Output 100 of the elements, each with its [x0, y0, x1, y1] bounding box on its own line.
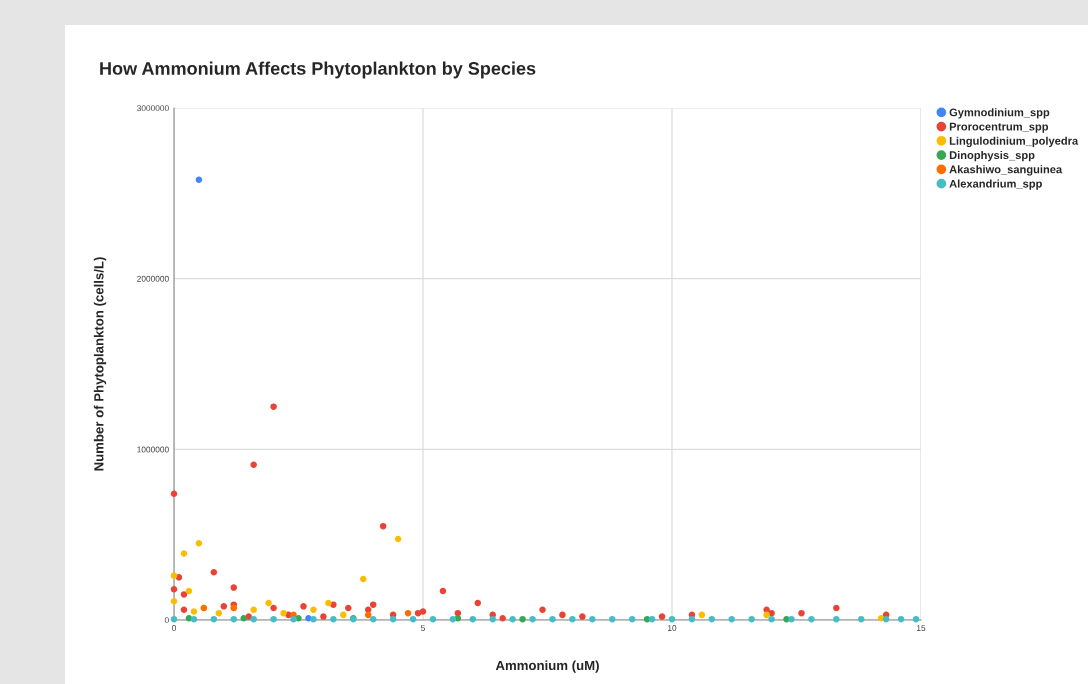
point [449, 615, 457, 623]
point [763, 611, 770, 619]
legend-label: Alexandrium_spp [949, 179, 1042, 190]
point [170, 586, 178, 593]
point [833, 615, 840, 623]
point [549, 615, 556, 623]
legend-label: Dinophysis_spp [949, 150, 1035, 162]
point [569, 615, 576, 623]
y-tick-label: 1000000 [137, 446, 169, 453]
y-tick-label: 0 [164, 617, 169, 624]
point [474, 599, 482, 607]
point [310, 606, 317, 614]
x-axis-title: Ammonium (uM) [495, 660, 599, 673]
point [379, 522, 387, 530]
x-tick-label: 10 [668, 625, 677, 631]
point [579, 613, 586, 620]
point [240, 615, 247, 622]
point [170, 597, 178, 605]
point [489, 615, 496, 623]
point [394, 535, 402, 543]
point [359, 575, 367, 583]
point [369, 615, 377, 623]
point [369, 601, 377, 608]
point [170, 615, 178, 623]
point [857, 615, 865, 623]
point [190, 615, 198, 623]
legend-label: Gymnodinium_spp [949, 108, 1050, 119]
point [270, 604, 277, 612]
point [469, 615, 477, 623]
point [250, 606, 257, 614]
point [429, 615, 437, 623]
point [215, 609, 223, 617]
point [300, 603, 307, 610]
point [190, 608, 198, 615]
point [270, 615, 277, 623]
point [220, 603, 228, 610]
point [280, 609, 287, 617]
point [833, 604, 840, 612]
point [559, 611, 566, 619]
point [409, 615, 417, 623]
point [688, 615, 696, 623]
point [439, 587, 447, 595]
point [808, 615, 815, 623]
legend-label: Prorocentrum_spp [949, 122, 1049, 133]
point [788, 615, 795, 623]
point [668, 615, 676, 623]
point [882, 615, 890, 623]
point [608, 615, 616, 623]
point [270, 403, 277, 410]
point [509, 615, 516, 623]
point [698, 611, 706, 619]
point [340, 611, 347, 619]
point [648, 615, 656, 623]
point [589, 615, 596, 623]
point [195, 539, 203, 547]
point [210, 615, 218, 623]
point [195, 176, 203, 183]
point [499, 615, 506, 622]
point [330, 615, 337, 623]
point [170, 490, 178, 497]
point [539, 606, 546, 614]
y-axis-title: Number of Phytoplankton (cells/L) [93, 257, 107, 471]
x-tick-label: 15 [917, 625, 926, 631]
point [230, 584, 238, 591]
point [798, 609, 805, 617]
y-tick-label: 3000000 [137, 105, 169, 112]
point [265, 599, 272, 607]
chart-title: How Ammonium Affects Phytoplankton by Species [100, 61, 536, 79]
point [658, 613, 666, 620]
point [404, 609, 412, 617]
point [389, 615, 397, 623]
point [345, 604, 352, 612]
point [325, 599, 332, 607]
point [912, 615, 920, 623]
x-tick-label: 5 [421, 625, 425, 631]
point [185, 587, 193, 595]
point [250, 615, 257, 623]
point [519, 615, 526, 623]
point [748, 615, 755, 623]
point [210, 568, 218, 576]
point [230, 615, 238, 623]
point [180, 550, 188, 557]
point [728, 615, 736, 623]
point [708, 615, 716, 623]
point [414, 609, 422, 617]
legend-label: Akashiwo_sanguinea [949, 165, 1063, 176]
point [897, 615, 905, 623]
x-tick-label: 0 [172, 625, 176, 631]
point [310, 615, 317, 623]
y-tick-label: 2000000 [137, 275, 169, 282]
point [628, 615, 636, 623]
point [170, 572, 178, 579]
point [419, 608, 427, 615]
point [290, 615, 297, 623]
point [320, 613, 327, 620]
point [250, 461, 257, 468]
point [768, 615, 775, 623]
legend-label: Lingulodinium_polyedra [949, 136, 1079, 148]
point [180, 606, 188, 614]
point [364, 611, 372, 619]
